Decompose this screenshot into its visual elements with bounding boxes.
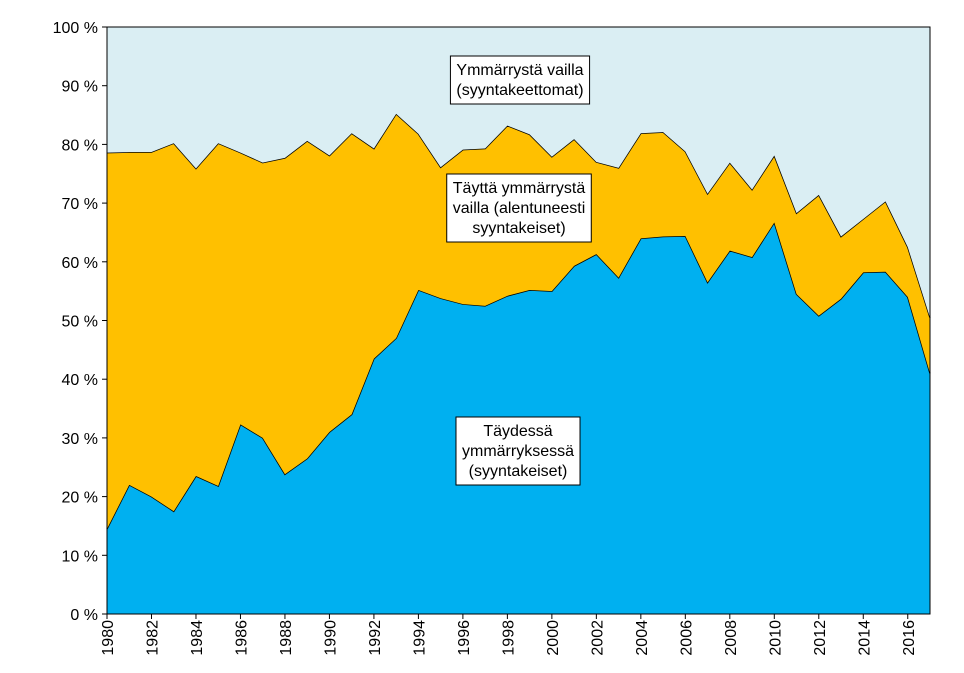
- x-tick-label: 1998: [500, 620, 517, 656]
- x-tick-label: 2016: [901, 620, 918, 656]
- series-label-line: Ymmärrystä vailla: [456, 62, 583, 79]
- area: [107, 113, 930, 529]
- x-tick-label: 2012: [812, 620, 829, 656]
- series-label: Täyttä ymmärrystä vailla (alentuneesti syy…: [446, 173, 592, 243]
- label-box: [446, 173, 592, 243]
- area: [107, 27, 930, 318]
- y-tick-label: 30 %: [62, 431, 98, 448]
- series-label-line: (syyntakeettomat): [456, 82, 583, 99]
- x-tick-label: 1994: [411, 620, 428, 656]
- x-tick-label: 2002: [589, 620, 606, 656]
- series-label-line: Täydessä: [483, 423, 552, 440]
- x-tick-label: 2010: [767, 620, 784, 656]
- x-tick-label: 2006: [678, 620, 695, 656]
- y-tick-label: 10 %: [62, 548, 98, 565]
- label-box: [455, 416, 581, 486]
- series-label-line: syyntakeiset): [472, 220, 565, 237]
- series-label: Ymmärrystä vailla (syyntakeettomat): [449, 55, 591, 105]
- label-box: [449, 55, 591, 105]
- series-label-line: vailla (alentuneesti: [453, 200, 586, 217]
- y-tick-label: 90 %: [62, 79, 98, 96]
- y-tick-label: 40 %: [62, 372, 98, 389]
- x-tick-label: 1982: [144, 620, 161, 656]
- y-tick-label: 20 %: [62, 490, 98, 507]
- x-tick-label: 1990: [322, 620, 339, 656]
- series-label-line: Täyttä ymmärrystä: [453, 180, 586, 197]
- y-tick-label: 70 %: [62, 196, 98, 213]
- y-tick-label: 80 %: [62, 137, 98, 154]
- x-tick-label: 1980: [100, 620, 117, 656]
- y-tick-label: 0 %: [70, 607, 98, 624]
- x-tick-label: 1986: [233, 620, 250, 656]
- x-tick-label: 2004: [634, 620, 651, 656]
- series-label-line: ymmärryksessä: [462, 443, 574, 460]
- y-tick-label: 100 %: [53, 20, 98, 37]
- series-label: Täydessä ymmärryksessä (syyntakeiset): [455, 416, 581, 486]
- x-tick-label: 1996: [456, 620, 473, 656]
- x-tick-label: 1988: [278, 620, 295, 656]
- x-tick-label: 2008: [723, 620, 740, 656]
- series-label-line: (syyntakeiset): [469, 463, 568, 480]
- x-tick-label: 2000: [545, 620, 562, 656]
- x-tick-label: 1992: [367, 620, 384, 656]
- x-tick-label: 1984: [189, 620, 206, 656]
- y-tick-label: 50 %: [62, 314, 98, 331]
- x-tick-label: 2014: [856, 620, 873, 656]
- y-tick-label: 60 %: [62, 255, 98, 272]
